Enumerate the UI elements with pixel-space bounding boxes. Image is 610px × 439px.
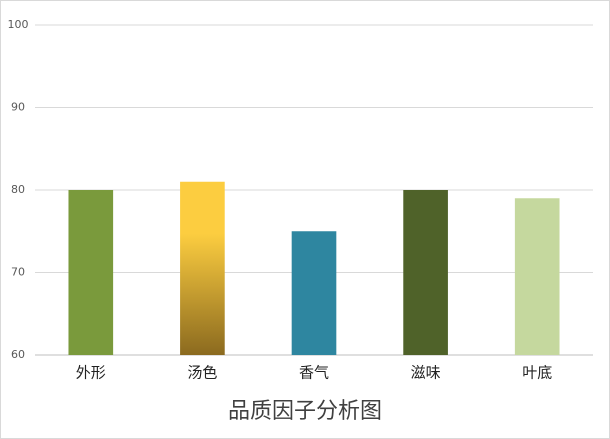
x-tick-label: 叶底 — [522, 364, 552, 382]
y-tick-label: 60 — [11, 348, 25, 361]
bar — [403, 190, 448, 355]
x-tick-label: 香气 — [299, 364, 329, 382]
x-tick-label: 滋味 — [411, 364, 441, 382]
bar — [68, 190, 114, 355]
y-tick-label: 80 — [11, 183, 25, 196]
chart-title: 品质因子分析图 — [228, 399, 382, 424]
x-tick-label: 汤色 — [187, 364, 217, 382]
y-tick-label: 90 — [11, 101, 25, 114]
bar — [291, 231, 337, 355]
y-tick-label: 70 — [11, 266, 25, 279]
bar — [514, 198, 560, 355]
y-tick-label: 100 — [8, 18, 29, 31]
x-tick-label: 外形 — [76, 364, 106, 382]
bar — [180, 181, 225, 355]
